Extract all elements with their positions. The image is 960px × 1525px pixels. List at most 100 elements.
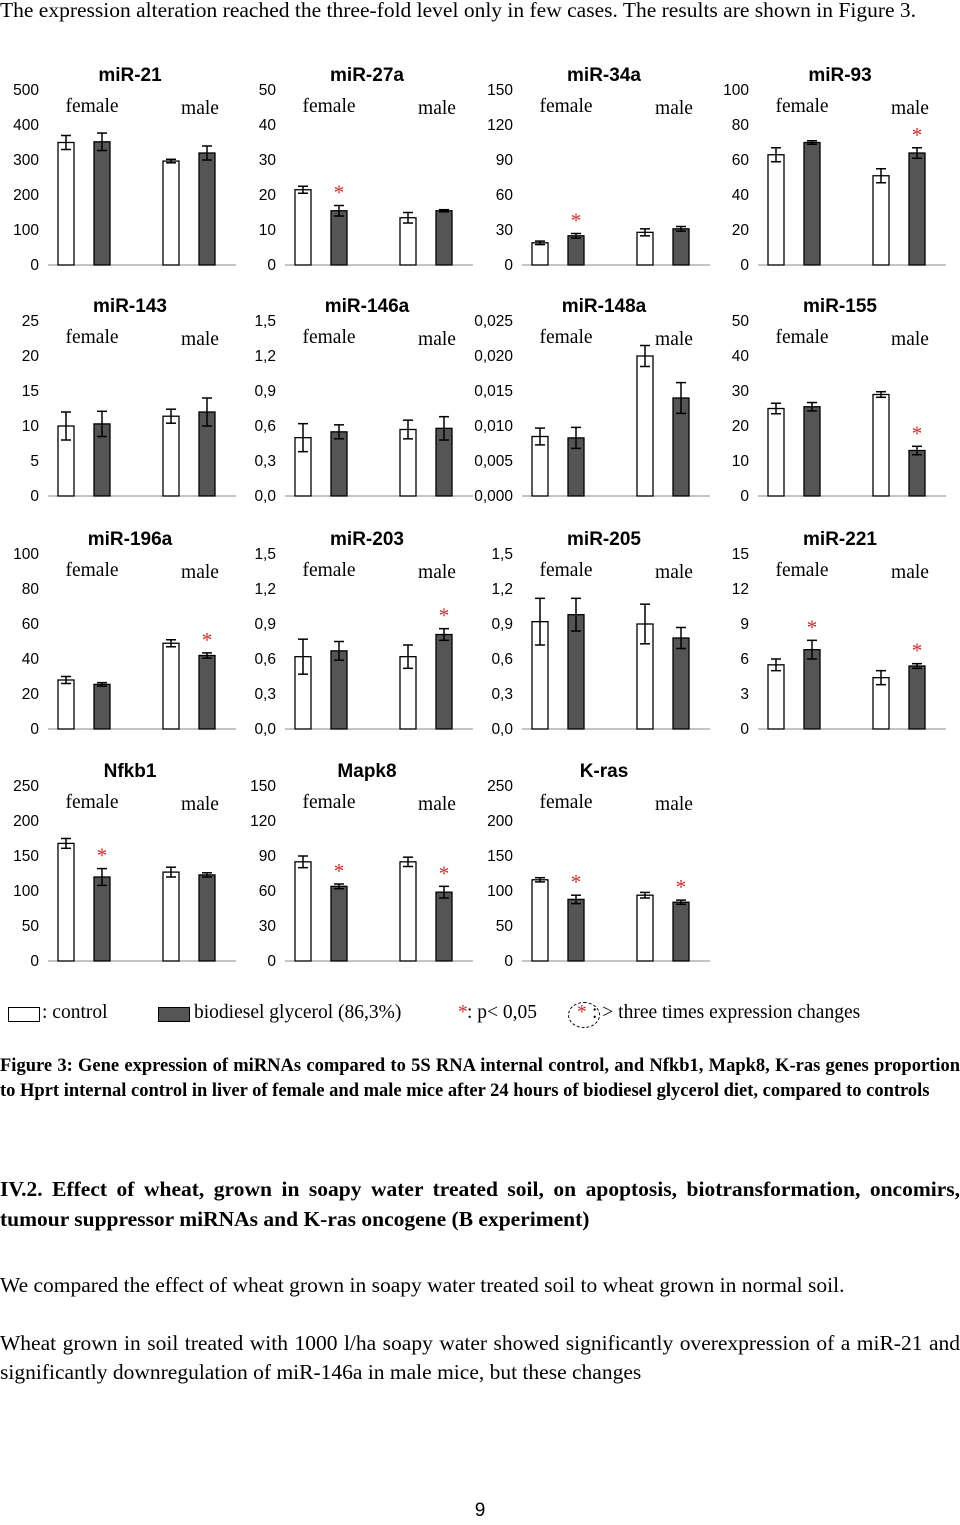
bar-control-female <box>767 154 785 266</box>
bar-treatment-female <box>803 141 821 266</box>
bar-control-male <box>399 217 417 266</box>
bar-treatment-male <box>672 901 690 962</box>
bar-control-male <box>162 415 180 497</box>
y-tick-label: 0,6 <box>254 651 276 668</box>
female-label: female <box>775 327 828 348</box>
bar-control-female <box>531 242 549 266</box>
y-tick-label: 40 <box>259 117 277 134</box>
y-tick-label: 1,2 <box>254 581 276 598</box>
significance-star: * <box>202 628 213 652</box>
y-tick-label: 0 <box>504 257 513 274</box>
paragraph-1: We compared the effect of wheat grown in… <box>0 1273 845 1297</box>
y-tick-label: 400 <box>13 117 39 134</box>
bar-treatment-female <box>567 614 585 730</box>
y-tick-label: 80 <box>732 117 750 134</box>
male-label: male <box>891 98 929 119</box>
y-tick-label: 100 <box>487 883 513 900</box>
female-label: female <box>775 560 828 581</box>
y-tick-label: 100 <box>13 222 39 239</box>
panel-mir-196a: 0 20 40 60 80 100 miR-196a female male * <box>13 529 236 738</box>
bar-control-female <box>57 141 75 266</box>
y-tick-label: 30 <box>259 152 277 169</box>
panel-k-ras: 0 50 100 150 200 250 K-ras female male * * <box>487 761 710 970</box>
female-label: female <box>302 96 355 117</box>
legend-control-label: : control <box>42 1002 108 1023</box>
male-label: male <box>891 329 929 350</box>
y-tick-label: 0,3 <box>254 686 276 703</box>
y-tick-label: 0,3 <box>254 453 276 470</box>
bar-treatment-female <box>567 235 585 266</box>
significance-star: * <box>334 859 345 883</box>
panel-mapk8: 0 30 60 90 120 150 Mapk8 female male * * <box>250 761 473 970</box>
y-tick-label: 60 <box>22 616 40 633</box>
bar-treatment-female <box>330 210 348 266</box>
y-tick-label: 200 <box>13 187 39 204</box>
y-tick-label: 20 <box>22 348 40 365</box>
bar-treatment-female <box>93 876 111 962</box>
male-label: male <box>655 562 693 583</box>
y-tick-label: 90 <box>259 848 277 865</box>
y-tick-label: 40 <box>732 187 750 204</box>
bar-control-female <box>294 861 312 962</box>
female-label: female <box>539 792 592 813</box>
y-tick-label: 150 <box>487 82 513 99</box>
y-tick-label: 20 <box>22 686 40 703</box>
panel-title: K-ras <box>580 761 629 782</box>
significance-star: * <box>676 875 687 899</box>
bar-control-male <box>162 871 180 962</box>
panel-mir-93: 0 20 40 60 80 100 miR-93 female male * <box>723 65 946 274</box>
legend-treatment-label: biodiesel glycerol (86,3%) <box>194 1002 402 1023</box>
y-tick-label: 0 <box>740 721 749 738</box>
legend-fold-label: : > three times expression changes <box>592 1002 861 1023</box>
male-label: male <box>418 562 456 583</box>
y-tick-label: 50 <box>732 313 750 330</box>
bar-control-male <box>399 861 417 962</box>
male-label: male <box>655 794 693 815</box>
female-label: female <box>65 327 118 348</box>
legend-control-swatch <box>8 1007 40 1022</box>
panel-title: miR-203 <box>330 529 404 550</box>
y-tick-label: 150 <box>250 778 276 795</box>
y-tick-label: 120 <box>250 813 276 830</box>
y-tick-label: 1,5 <box>254 546 276 563</box>
panel-mir-143: 0 5 10 15 20 25 miR-143 female male <box>22 296 236 505</box>
male-label: male <box>418 794 456 815</box>
panel-title: miR-196a <box>88 529 173 550</box>
legend-pvalue-label: : p< 0,05 <box>467 1002 538 1023</box>
y-tick-label: 25 <box>22 313 39 330</box>
panel-title: miR-34a <box>567 65 641 86</box>
y-tick-label: 50 <box>22 918 40 935</box>
significance-star: * <box>439 604 450 628</box>
y-tick-label: 1,5 <box>491 546 513 563</box>
panel-title: miR-221 <box>803 529 877 550</box>
y-tick-label: 60 <box>732 152 750 169</box>
male-label: male <box>181 98 219 119</box>
bar-control-female <box>767 664 785 730</box>
y-tick-label: 0,0 <box>254 721 276 738</box>
significance-star: * <box>912 123 923 147</box>
y-tick-label: 15 <box>22 383 39 400</box>
female-label: female <box>539 96 592 117</box>
female-label: female <box>65 560 118 581</box>
y-tick-label: 30 <box>259 918 277 935</box>
y-tick-label: 20 <box>732 418 750 435</box>
panel-title: miR-93 <box>808 65 871 86</box>
y-tick-label: 250 <box>487 778 513 795</box>
bar-control-male <box>636 231 654 266</box>
bar-control-male <box>636 355 654 497</box>
y-tick-label: 0 <box>30 721 39 738</box>
y-tick-label: 0,025 <box>474 313 513 330</box>
y-tick-label: 6 <box>740 651 749 668</box>
y-tick-label: 250 <box>13 778 39 795</box>
y-tick-label: 0 <box>504 953 513 970</box>
bar-treatment-female <box>803 649 821 730</box>
panel-mir-34a: 0 30 60 90 120 150 miR-34a female male * <box>487 65 710 274</box>
male-label: male <box>655 98 693 119</box>
panel-title: miR-27a <box>330 65 404 86</box>
bar-treatment-female <box>567 898 585 962</box>
y-tick-label: 150 <box>13 848 39 865</box>
y-tick-label: 0,0 <box>491 721 513 738</box>
y-tick-label: 40 <box>732 348 750 365</box>
male-label: male <box>418 329 456 350</box>
